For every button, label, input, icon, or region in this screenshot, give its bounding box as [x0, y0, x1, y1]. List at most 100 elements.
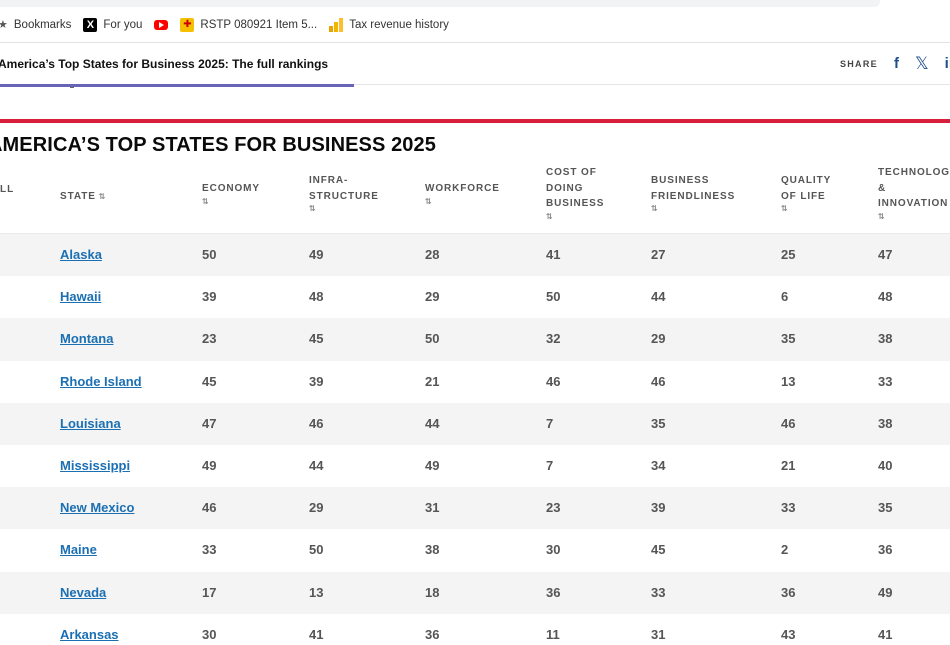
- quality-rank: 46: [781, 415, 796, 431]
- header-workforce[interactable]: WORKFORCE ⇅: [425, 181, 500, 207]
- sort-icon[interactable]: ⇅: [425, 196, 432, 206]
- quality-rank: 25: [781, 247, 796, 262]
- header-technology-innovation[interactable]: TECHNOLOGY & INNOVATION ⇅: [878, 165, 950, 222]
- friendliness-rank: 46: [651, 373, 666, 389]
- technology-rank: 40: [878, 457, 893, 473]
- cost-rank: 7: [546, 415, 554, 431]
- quality-rank: 6: [781, 289, 789, 305]
- state-link[interactable]: Hawaii: [60, 289, 102, 305]
- bookmark-label: Bookmarks: [13, 18, 72, 31]
- bookmark-rstp[interactable]: ✚ RSTP 080921 Item 5...: [174, 13, 323, 37]
- state-link[interactable]: Montana: [60, 331, 114, 347]
- address-bar-edge: [0, 0, 880, 7]
- sort-icon[interactable]: ⇅: [98, 192, 106, 201]
- state-link[interactable]: Alaska: [60, 247, 102, 262]
- header-label: COST OF DOING BUSINESS: [546, 167, 605, 209]
- bookmarks-bar: ★ Bookmarks X For you ✚ RSTP 080921 Item…: [0, 7, 950, 43]
- header-quality-of-life[interactable]: QUALITY OF LIFE ⇅: [781, 173, 831, 214]
- quality-rank: 35: [781, 331, 796, 347]
- cost-rank: 11: [546, 626, 560, 642]
- table-body: Alaska 50 49 28 41 27 25 47 Hawaii 39 48…: [0, 234, 950, 645]
- economy-rank: 49: [202, 457, 217, 473]
- star-icon: ★: [0, 19, 8, 31]
- infrastructure-rank: 39: [309, 373, 324, 389]
- economy-rank: 39: [202, 289, 217, 305]
- table-row: Rhode Island 45 39 21 46 46 13 33: [0, 361, 950, 403]
- friendliness-rank: 44: [651, 289, 666, 305]
- quality-rank: 21: [781, 457, 796, 473]
- header-label: TECHNOLOGY & INNOVATION: [878, 167, 950, 209]
- cost-rank: 36: [546, 584, 561, 600]
- facebook-icon[interactable]: f: [893, 55, 899, 72]
- state-link[interactable]: Nevada: [60, 584, 107, 600]
- x-share-icon[interactable]: 𝕏: [914, 53, 929, 73]
- cost-rank: 46: [546, 373, 561, 389]
- table-row: Louisiana 47 46 44 7 35 46 38: [0, 402, 950, 445]
- economy-rank: 17: [202, 584, 217, 600]
- header-overall[interactable]: OVERALL: [0, 182, 14, 198]
- bookmark-for-you[interactable]: X For you: [77, 13, 148, 37]
- header-infrastructure[interactable]: INFRA- STRUCTURE ⇅: [309, 173, 379, 214]
- table-header: OVERALL STATE⇅ ECONOMY⇅ INFRA- STRUCTURE…: [0, 160, 950, 234]
- workforce-rank: 21: [425, 373, 440, 389]
- header-business-friendliness[interactable]: BUSINESS FRIENDLINESS ⇅: [651, 173, 735, 214]
- sort-icon[interactable]: ⇅: [202, 196, 209, 206]
- sort-icon[interactable]: ⇅: [878, 211, 885, 221]
- bookmark-all-bookmarks[interactable]: ★ Bookmarks: [0, 13, 77, 37]
- workforce-rank: 38: [425, 542, 440, 558]
- state-link[interactable]: New Mexico: [60, 500, 135, 516]
- technology-rank: 36: [878, 542, 893, 558]
- sort-icon[interactable]: ⇅: [546, 211, 553, 221]
- technology-rank: 48: [878, 289, 893, 305]
- quality-rank: 43: [781, 626, 796, 642]
- infrastructure-rank: 50: [309, 542, 324, 558]
- bookmark-label: RSTP 080921 Item 5...: [200, 18, 318, 31]
- friendliness-rank: 29: [651, 331, 666, 347]
- state-link[interactable]: Louisiana: [60, 415, 121, 431]
- friendliness-rank: 34: [651, 457, 666, 473]
- workforce-rank: 36: [425, 626, 440, 642]
- rankings-table: OVERALL STATE⇅ ECONOMY⇅ INFRA- STRUCTURE…: [0, 160, 950, 645]
- header-economy[interactable]: ECONOMY ⇅: [202, 181, 260, 207]
- economy-rank: 46: [202, 500, 217, 516]
- technology-rank: 38: [878, 415, 893, 431]
- cost-rank: 41: [546, 247, 561, 262]
- section-rule: [0, 119, 950, 123]
- economy-rank: 33: [202, 542, 217, 558]
- friendliness-rank: 33: [651, 584, 666, 600]
- technology-rank: 38: [878, 331, 893, 347]
- cost-rank: 32: [546, 331, 561, 347]
- bookmark-tax-revenue[interactable]: Tax revenue history: [323, 13, 455, 37]
- quality-rank: 36: [781, 584, 796, 600]
- sort-icon[interactable]: ⇅: [651, 204, 658, 213]
- technology-rank: 41: [878, 626, 893, 642]
- reading-progress-bar: [0, 84, 354, 87]
- economy-rank: 47: [202, 415, 217, 431]
- state-link[interactable]: Arkansas: [60, 626, 119, 642]
- infrastructure-rank: 13: [309, 584, 324, 600]
- quality-rank: 33: [781, 500, 796, 516]
- state-link[interactable]: Mississippi: [60, 457, 131, 473]
- workforce-rank: 18: [425, 584, 440, 600]
- state-link[interactable]: Rhode Island: [60, 373, 142, 389]
- technology-rank: 33: [878, 373, 893, 389]
- x-logo-icon: X: [83, 17, 98, 32]
- table-row: Mississippi 49 44 49 7 34 21 40: [0, 445, 950, 487]
- header-cost-of-doing-business[interactable]: COST OF DOING BUSINESS ⇅: [546, 165, 604, 222]
- friendliness-rank: 27: [651, 247, 666, 262]
- cost-rank: 7: [546, 457, 554, 473]
- table-row: Maine 33 50 38 30 45 2 36: [0, 529, 950, 571]
- infrastructure-rank: 41: [309, 626, 324, 642]
- linkedin-icon[interactable]: in: [944, 55, 950, 72]
- infrastructure-rank: 49: [309, 247, 324, 262]
- infrastructure-rank: 44: [309, 457, 324, 473]
- infrastructure-rank: 45: [309, 331, 324, 347]
- bookmark-youtube[interactable]: [148, 13, 174, 37]
- workforce-rank: 50: [425, 331, 440, 347]
- sort-icon[interactable]: ⇅: [309, 204, 316, 213]
- state-link[interactable]: Maine: [60, 542, 97, 558]
- article-title: America’s Top States for Business 2025: …: [0, 56, 329, 71]
- header-state[interactable]: STATE ⇅: [60, 189, 106, 205]
- technology-rank: 47: [878, 247, 893, 262]
- sort-icon[interactable]: ⇅: [781, 204, 788, 213]
